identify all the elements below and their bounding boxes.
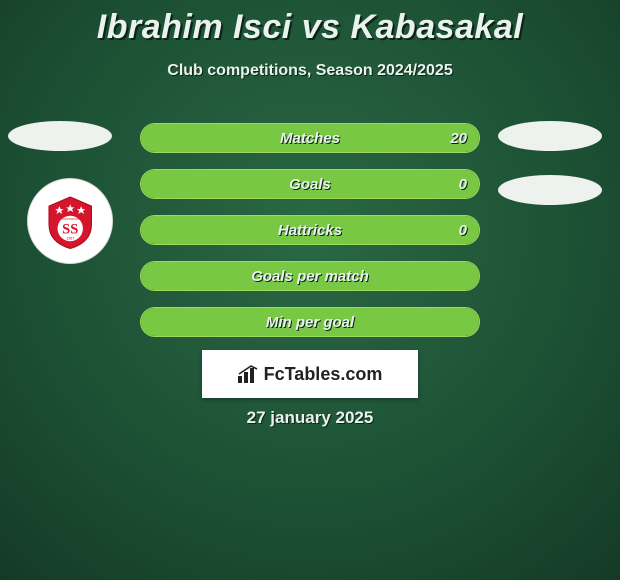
- branding-text: FcTables.com: [264, 364, 383, 385]
- player-left-photo: [8, 121, 112, 151]
- player-right-photo: [498, 121, 602, 151]
- stat-bar-hattricks: Hattricks0: [140, 215, 480, 245]
- stat-bar-right-value: 20: [450, 124, 467, 152]
- svg-text:1967: 1967: [66, 236, 74, 240]
- stat-bar-right-value: 0: [459, 216, 467, 244]
- stat-bar-label: Matches: [141, 124, 479, 152]
- stat-bar-label: Min per goal: [141, 308, 479, 336]
- fctables-logo: FcTables.com: [238, 364, 383, 385]
- stat-bar-label: Hattricks: [141, 216, 479, 244]
- svg-text:SS: SS: [62, 221, 78, 237]
- stat-bar-min-per-goal: Min per goal: [140, 307, 480, 337]
- stat-bar-goals: Goals0: [140, 169, 480, 199]
- stat-bar-matches: Matches20: [140, 123, 480, 153]
- bars-icon: [238, 365, 260, 383]
- page-subtitle: Club competitions, Season 2024/2025: [0, 62, 620, 80]
- page-title: Ibrahim Isci vs Kabasakal: [0, 8, 620, 47]
- stat-bar-goals-per-match: Goals per match: [140, 261, 480, 291]
- stat-bar-right-value: 0: [459, 170, 467, 198]
- svg-text:SİVASSPOR: SİVASSPOR: [61, 216, 79, 221]
- sivasspor-crest-icon: SS SİVASSPOR 1967: [40, 191, 100, 251]
- snapshot-date: 27 january 2025: [0, 408, 620, 428]
- player-left-crest: SS SİVASSPOR 1967: [27, 178, 113, 264]
- branding-logo: FcTables.com: [202, 350, 418, 398]
- stat-bar-label: Goals per match: [141, 262, 479, 290]
- stat-bar-label: Goals: [141, 170, 479, 198]
- player-right-crest: [498, 175, 602, 205]
